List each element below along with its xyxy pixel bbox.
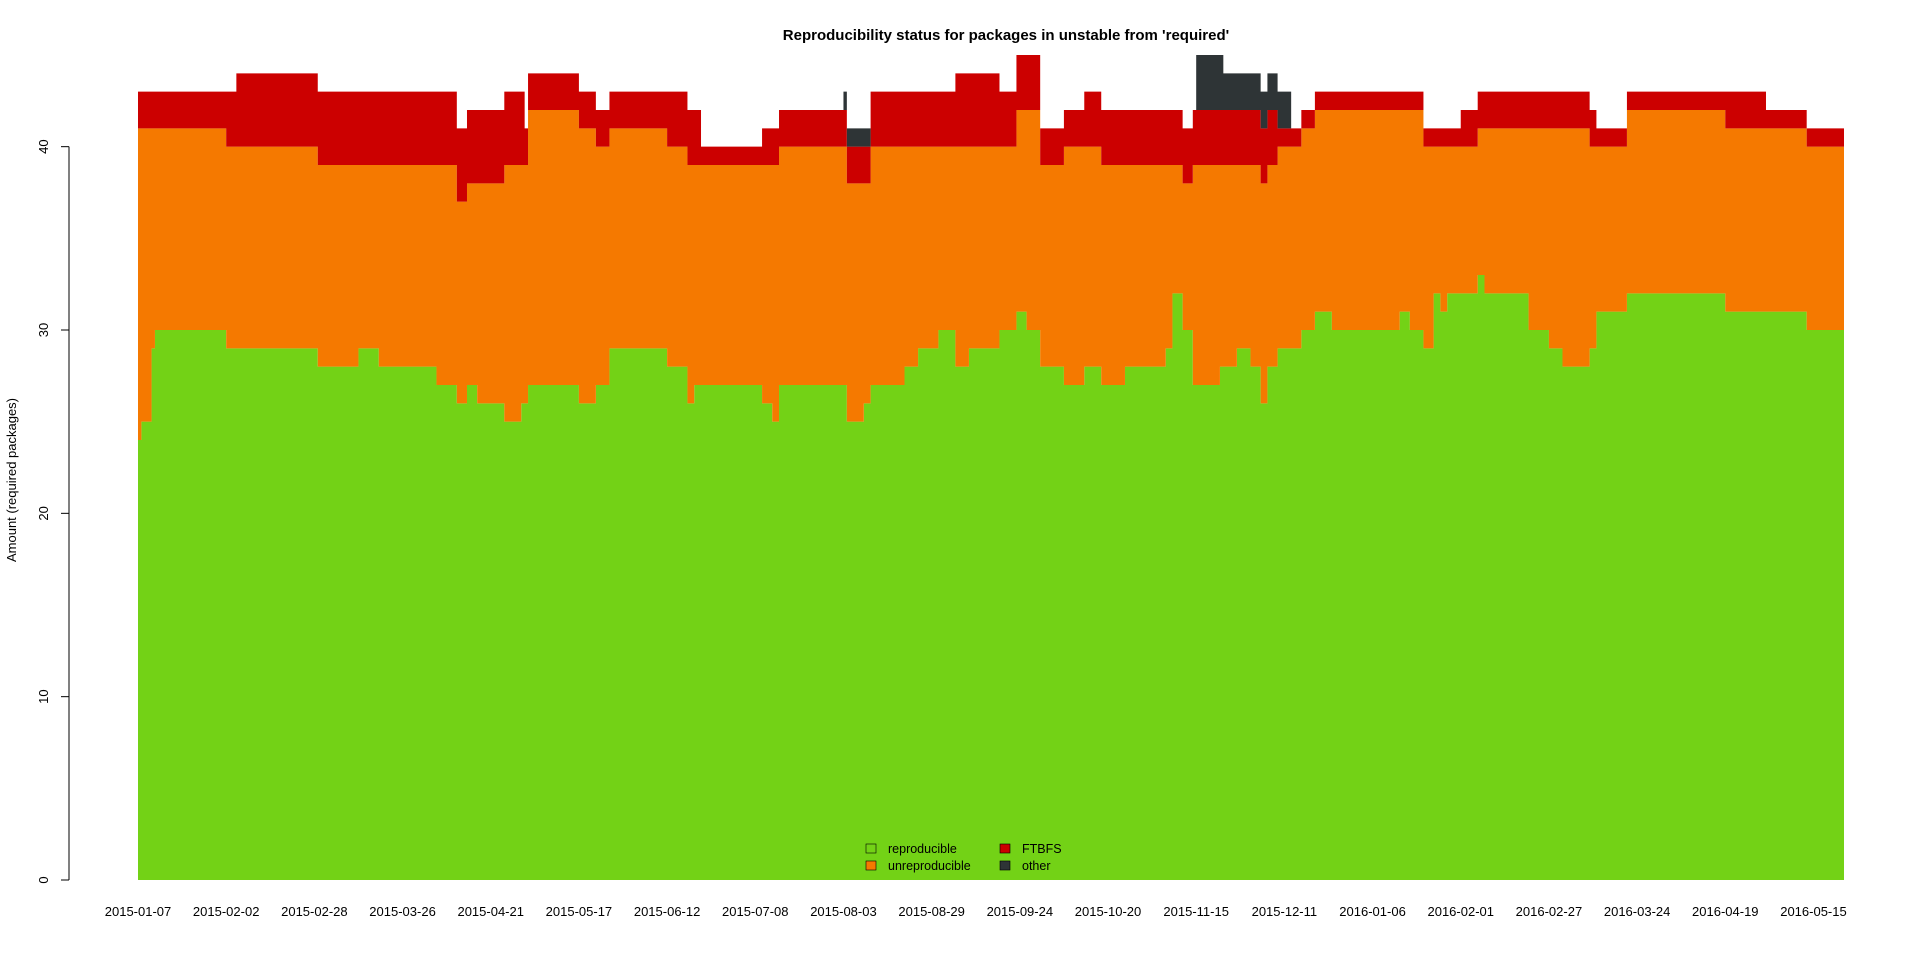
legend-swatch-unreproducible — [865, 860, 877, 871]
chart-title: Reproducibility status for packages in u… — [783, 27, 1229, 44]
x-tick-label: 2015-02-28 — [281, 904, 348, 919]
y-axis: 0 10 20 30 40 — [36, 139, 70, 884]
x-tick-label: 2015-01-07 — [105, 904, 172, 919]
x-tick-label: 2015-08-29 — [898, 904, 965, 919]
y-tick-label: 40 — [36, 139, 51, 153]
series-area-unreproducible — [138, 110, 1844, 440]
x-axis: 2015-01-07 2015-02-02 2015-02-28 2015-03-26… — [105, 904, 1847, 919]
x-tick-label: 2015-06-12 — [634, 904, 701, 919]
x-tick-label: 2015-08-03 — [810, 904, 877, 919]
y-tick-label: 0 — [36, 876, 51, 883]
series-area-ftbfs — [138, 55, 1844, 202]
x-tick-label: 2016-05-15 — [1780, 904, 1847, 919]
x-tick-label: 2016-02-27 — [1516, 904, 1583, 919]
x-tick-label: 2015-12-11 — [1252, 904, 1318, 919]
y-tick-label: 20 — [36, 506, 51, 520]
x-tick-label: 2016-04-19 — [1692, 904, 1759, 919]
legend-label-unreproducible: unreproducible — [888, 859, 971, 873]
y-axis-label: Amount (required packages) — [4, 398, 19, 562]
x-tick-label: 2016-03-24 — [1604, 904, 1671, 919]
legend-label-reproducible: reproducible — [888, 842, 957, 856]
x-tick-label: 2015-09-24 — [987, 904, 1054, 919]
y-tick-label: 30 — [36, 323, 51, 337]
y-tick-label: 10 — [36, 689, 51, 703]
x-tick-label: 2015-11-15 — [1163, 904, 1229, 919]
legend-label-ftbfs: FTBFS — [1022, 842, 1062, 856]
x-tick-label: 2015-10-20 — [1075, 904, 1142, 919]
x-tick-label: 2015-05-17 — [546, 904, 613, 919]
x-tick-label: 2016-02-01 — [1427, 904, 1494, 919]
legend-swatch-other — [999, 860, 1011, 871]
x-tick-label: 2015-07-08 — [722, 904, 789, 919]
x-tick-label: 2015-03-26 — [369, 904, 436, 919]
legend-swatch-reproducible — [865, 843, 877, 854]
legend-label-other: other — [1022, 859, 1051, 873]
x-tick-label: 2015-02-02 — [193, 904, 260, 919]
series-area-reproducible — [138, 275, 1844, 880]
series-layer — [138, 55, 1844, 880]
legend-swatch-ftbfs — [999, 843, 1011, 854]
x-tick-label: 2015-04-21 — [457, 904, 524, 919]
x-tick-label: 2016-01-06 — [1339, 904, 1406, 919]
legend: reproducible unreproducible FTBFS other — [865, 842, 1062, 873]
